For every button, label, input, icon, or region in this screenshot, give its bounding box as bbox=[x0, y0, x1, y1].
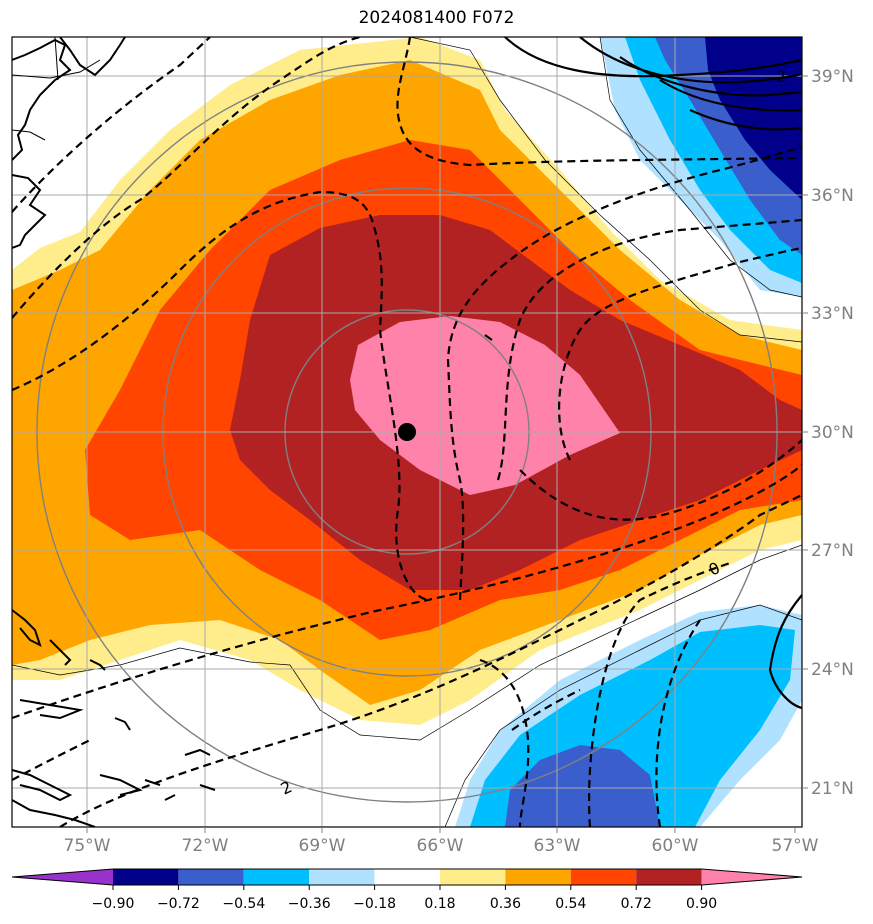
colorbar-label: 0.90 bbox=[686, 896, 717, 912]
lon-tick-labels: 75°W 72°W 69°W 66°W 63°W 60°W 57°W bbox=[64, 827, 819, 856]
colorbar-label: −0.36 bbox=[288, 896, 331, 912]
lon-tick-label: 57°W bbox=[772, 836, 819, 856]
colorbar-extend-max bbox=[701, 869, 802, 885]
lat-tick-label: 36°N bbox=[811, 186, 854, 206]
colorbar-cell bbox=[505, 869, 571, 885]
lon-tick-label: 63°W bbox=[534, 836, 581, 856]
colorbar-cell bbox=[440, 869, 506, 885]
thin-contour bbox=[12, 544, 802, 741]
storm-center-marker bbox=[398, 423, 416, 441]
colorbar-label: −0.54 bbox=[222, 896, 265, 912]
colorbar-label: −0.90 bbox=[92, 896, 135, 912]
dashed-contours bbox=[12, 37, 802, 827]
lon-tick-label: 66°W bbox=[417, 836, 464, 856]
colorbar-cell bbox=[178, 869, 244, 885]
lat-tick-label: 21°N bbox=[811, 779, 854, 799]
lon-tick-label: 69°W bbox=[299, 836, 346, 856]
lat-tick-label: 33°N bbox=[811, 304, 854, 324]
colorbar-label: 0.36 bbox=[490, 896, 521, 912]
thin-contour bbox=[599, 37, 802, 298]
lat-tick-label: 27°N bbox=[811, 541, 854, 561]
lon-tick-label: 72°W bbox=[182, 836, 229, 856]
thin-contour bbox=[409, 37, 802, 343]
colorbar-cell bbox=[374, 869, 440, 885]
colorbar-label: −0.18 bbox=[353, 896, 396, 912]
lat-tick-labels: 39°N 36°N 33°N 30°N 27°N 24°N 21°N bbox=[802, 67, 854, 799]
anomaly-fill-neg-se-0-54 bbox=[505, 745, 660, 827]
colorbar: −0.90 −0.72 −0.54 −0.36 −0.18 0.18 0.36 … bbox=[11, 868, 803, 912]
colorbar-cell bbox=[243, 869, 310, 885]
map-title: 2024081400 F072 bbox=[358, 8, 515, 28]
thin-contour bbox=[444, 604, 802, 827]
colorbar-cell bbox=[570, 869, 637, 885]
map-area: 2 0 2 bbox=[12, 37, 802, 827]
colorbar-label: 0.18 bbox=[424, 896, 455, 912]
lat-tick-label: 24°N bbox=[811, 660, 854, 680]
colorbar-cell bbox=[309, 869, 375, 885]
anomaly-fill-0-90 bbox=[350, 316, 620, 495]
lat-tick-label: 30°N bbox=[811, 423, 854, 443]
colorbar-extend-min bbox=[12, 869, 113, 885]
colorbar-label: −0.72 bbox=[157, 896, 200, 912]
colorbar-cell bbox=[636, 869, 702, 885]
colorbar-label: 0.72 bbox=[621, 896, 652, 912]
lon-tick-label: 60°W bbox=[652, 836, 699, 856]
lat-tick-label: 39°N bbox=[811, 67, 854, 87]
lon-tick-label: 75°W bbox=[64, 836, 111, 856]
solid-contours bbox=[504, 37, 802, 710]
contour-label: 2 bbox=[776, 67, 786, 86]
colorbar-cell bbox=[113, 869, 179, 885]
colorbar-label: 0.54 bbox=[555, 896, 586, 912]
state-borders bbox=[12, 37, 101, 141]
